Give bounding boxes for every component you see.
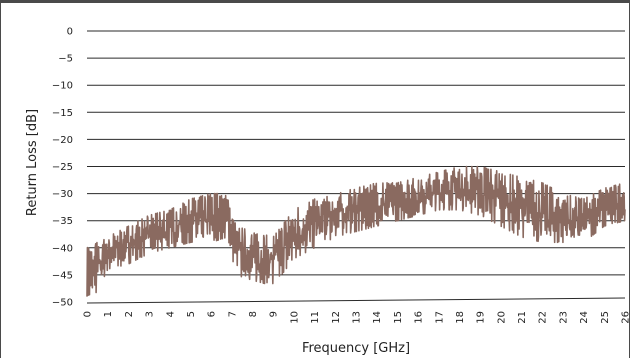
x-tick-label: 10 bbox=[289, 311, 300, 324]
x-tick-label: 13 bbox=[352, 311, 363, 324]
y-tick-label: −50 bbox=[52, 298, 73, 309]
y-tick-label: −20 bbox=[52, 135, 73, 146]
x-tick-label: 16 bbox=[414, 311, 425, 324]
y-tick-label: −5 bbox=[58, 54, 73, 65]
x-tick-label: 6 bbox=[207, 311, 218, 317]
baseline bbox=[86, 297, 626, 304]
x-axis-title: Frequency [GHz] bbox=[302, 341, 410, 356]
x-tick-label: 26 bbox=[621, 311, 630, 324]
grid-lines bbox=[86, 30, 626, 304]
x-tick-label: 1 bbox=[103, 311, 114, 317]
y-tick-label: −30 bbox=[52, 189, 73, 200]
series-layer bbox=[86, 165, 626, 297]
x-tick-label: 23 bbox=[558, 311, 569, 324]
x-tick-label: 8 bbox=[248, 311, 259, 317]
x-tick-labels: 0 1 2 3 4 5 6 7 8 9 10 11 12 13 14 15 16 17 18 19 20 21 22 23 24… bbox=[83, 311, 630, 324]
x-tick-label: 7 bbox=[227, 311, 238, 317]
y-tick-label: −10 bbox=[52, 81, 73, 92]
x-tick-label: 22 bbox=[538, 311, 549, 324]
x-tick-label: 19 bbox=[476, 311, 487, 324]
x-tick-label: 18 bbox=[455, 311, 466, 324]
x-tick-label: 15 bbox=[393, 311, 404, 324]
x-tick-label: 5 bbox=[186, 311, 197, 317]
y-tick-label: −15 bbox=[52, 108, 73, 119]
y-axis-title: Return Loss [dB] bbox=[25, 109, 40, 216]
x-tick-label: 24 bbox=[579, 311, 590, 324]
y-tick-label: 0 bbox=[67, 27, 73, 38]
x-tick-label: 2 bbox=[124, 311, 135, 317]
return-loss-trace bbox=[86, 165, 626, 297]
y-tick-label: −40 bbox=[52, 243, 73, 254]
x-tick-label: 20 bbox=[496, 311, 507, 324]
x-tick-label: 14 bbox=[372, 311, 383, 324]
y-tick-label: −25 bbox=[52, 162, 73, 173]
y-tick-label: −45 bbox=[52, 270, 73, 281]
x-tick-label: 11 bbox=[310, 311, 321, 324]
x-tick-label: 17 bbox=[434, 311, 445, 324]
y-tick-label: −35 bbox=[52, 216, 73, 227]
x-tick-label: 3 bbox=[145, 311, 156, 317]
x-tick-label: 12 bbox=[331, 311, 342, 324]
y-tick-labels: 0 −5 −10 −15 −20 −25 −30 −35 −40 −45 −50 bbox=[52, 27, 73, 309]
x-tick-label: 9 bbox=[269, 311, 280, 317]
x-tick-label: 21 bbox=[517, 311, 528, 324]
x-tick-label: 25 bbox=[600, 311, 611, 324]
x-tick-label: 4 bbox=[165, 311, 176, 317]
x-tick-label: 0 bbox=[83, 311, 94, 317]
